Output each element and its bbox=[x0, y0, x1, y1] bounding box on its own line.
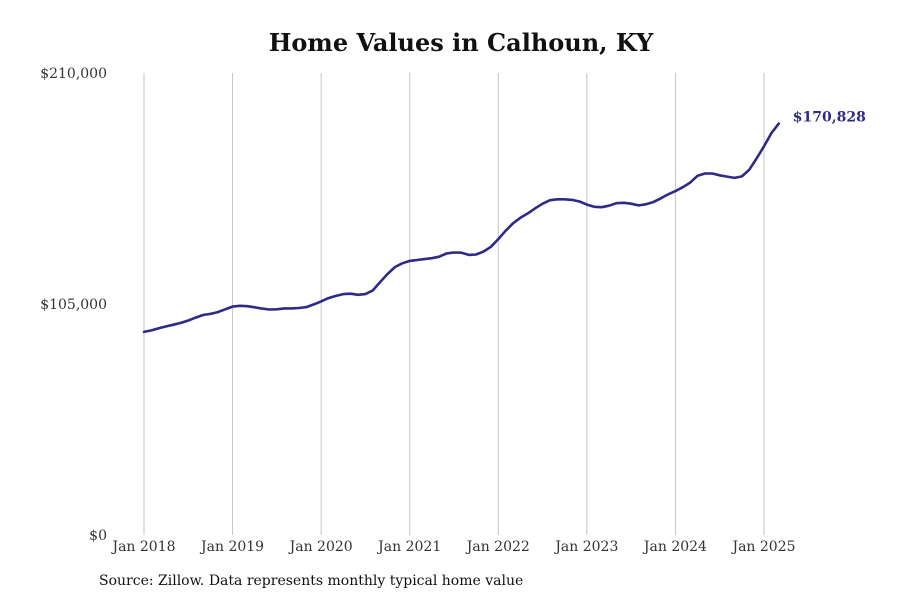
x-axis-tick-labels: Jan 2018 Jan 2019 Jan 2020 Jan 2021 Jan 2022… bbox=[110, 539, 795, 555]
source-note: Source: Zillow. Data represents monthly … bbox=[99, 573, 524, 589]
x-tick-label: Jan 2021 bbox=[376, 539, 441, 555]
y-tick-label: $105,000 bbox=[40, 297, 107, 313]
x-tick-label: Jan 2023 bbox=[553, 539, 618, 555]
x-tick-label: Jan 2020 bbox=[288, 539, 353, 555]
x-tick-label: Jan 2019 bbox=[199, 539, 264, 555]
gridlines bbox=[143, 73, 765, 535]
x-tick-label: Jan 2025 bbox=[730, 539, 795, 555]
y-tick-label: $210,000 bbox=[40, 66, 107, 82]
home-value-series-line bbox=[142, 122, 781, 334]
x-tick-label: Jan 2022 bbox=[465, 539, 530, 555]
y-tick-label: $0 bbox=[89, 528, 107, 544]
y-axis-tick-labels: $0 $105,000 $210,000 bbox=[40, 66, 107, 544]
x-tick-label: Jan 2024 bbox=[642, 539, 707, 555]
latest-value-label: $170,828 bbox=[793, 110, 866, 126]
chart-title: Home Values in Calhoun, KY bbox=[268, 28, 654, 57]
x-tick-label: Jan 2018 bbox=[110, 539, 175, 555]
